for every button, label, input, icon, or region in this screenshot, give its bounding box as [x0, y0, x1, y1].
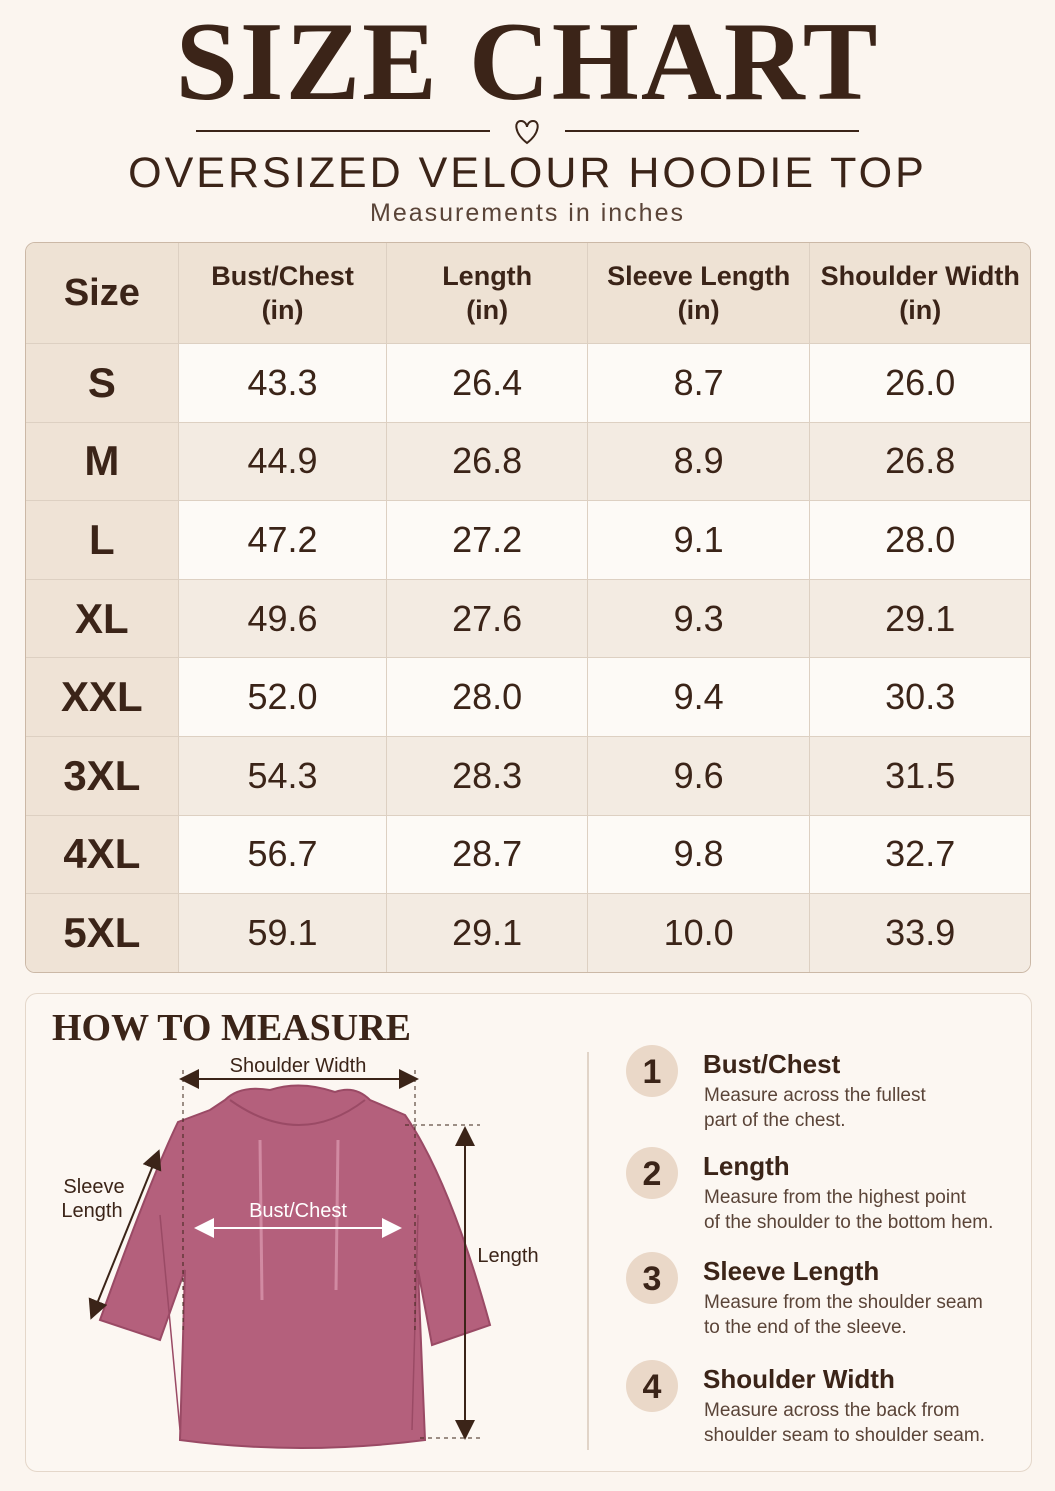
measurement-cell: 54.3: [178, 736, 388, 816]
step-number: 3: [643, 1260, 662, 1298]
section-title: HOW TO MEASURE: [52, 1007, 411, 1049]
column-header: Length (in): [387, 243, 588, 344]
step-title: Shoulder Width: [703, 1364, 895, 1394]
table-row: XXL 52.0 28.0 9.4 30.3: [26, 658, 1030, 737]
measurement-cell: 8.9: [587, 422, 811, 502]
size-cell: 5XL: [26, 894, 179, 972]
step-text: Measure across the back from: [704, 1400, 960, 1421]
measurement-cell: 26.0: [810, 344, 1030, 423]
measurement-cell: 43.3: [178, 344, 388, 423]
measurement-cell: 27.2: [387, 501, 588, 580]
measurement-cell: 27.6: [387, 579, 588, 659]
step-badge: [626, 1360, 678, 1412]
header-text: Size: [63, 272, 140, 314]
measurement-cell: 29.1: [810, 579, 1030, 659]
divider: [196, 119, 859, 145]
table-row: XL 49.6 27.6 9.3 29.1: [26, 579, 1030, 659]
diagram-label: Shoulder Width: [230, 1055, 367, 1077]
step-text: shoulder seam to shoulder seam.: [704, 1425, 985, 1446]
table-row: L 47.2 27.2 9.1 28.0: [26, 501, 1030, 580]
column-header: Shoulder Width (in): [810, 243, 1030, 344]
step-badge: [626, 1252, 678, 1304]
header-text: Sleeve Length: [607, 261, 791, 291]
measurement-cell: 28.0: [810, 501, 1030, 580]
diagram-label: Length: [61, 1200, 122, 1222]
step-badge: [626, 1045, 678, 1097]
table-row: 4XL 56.7 28.7 9.8 32.7: [26, 815, 1030, 895]
step-text: of the shoulder to the bottom hem.: [704, 1212, 993, 1233]
step-badge: [626, 1147, 678, 1199]
measurement-cell: 32.7: [810, 815, 1030, 895]
diagram-label: Length: [477, 1245, 538, 1267]
measurement-cell: 28.3: [387, 736, 588, 816]
measurement-cell: 59.1: [178, 894, 388, 972]
column-header: Bust/Chest (in): [178, 243, 388, 344]
step-title: Sleeve Length: [703, 1256, 879, 1286]
size-cell: M: [26, 422, 179, 502]
column-header: Size: [26, 243, 179, 344]
measurement-cell: 26.8: [387, 422, 588, 502]
header-text: (in): [899, 295, 942, 325]
size-cell: L: [26, 501, 179, 580]
header-text: Length: [442, 261, 533, 291]
step-number: 2: [643, 1155, 662, 1193]
measurement-cell: 9.8: [587, 815, 811, 895]
size-table: Size Bust/Chest (in) Length (in) Sleeve Lengt…: [25, 242, 1031, 973]
step-title: Length: [703, 1151, 790, 1181]
size-cell: XXL: [26, 658, 179, 737]
size-cell: S: [26, 344, 179, 423]
measurement-cell: 9.1: [587, 501, 811, 580]
diagram-label: Sleeve: [63, 1176, 124, 1198]
size-cell: XL: [26, 579, 179, 659]
step-title: Bust/Chest: [703, 1049, 841, 1079]
header-text: (in): [261, 295, 304, 325]
measurement-cell: 30.3: [810, 658, 1030, 737]
measurement-cell: 9.3: [587, 579, 811, 659]
table-row: M 44.9 26.8 8.9 26.8: [26, 422, 1030, 502]
diagram-label: Bust/Chest: [249, 1200, 347, 1222]
table-row: S 43.3 26.4 8.7 26.0: [26, 344, 1030, 423]
table-row: 5XL 59.1 29.1 10.0 33.9: [26, 894, 1030, 972]
title: SIZE CHART: [175, 0, 880, 124]
step-text: part of the chest.: [704, 1110, 846, 1131]
size-cell: 3XL: [26, 736, 179, 816]
measurement-cell: 44.9: [178, 422, 388, 502]
measurement-cell: 9.4: [587, 658, 811, 737]
header-text: Bust/Chest: [211, 261, 354, 291]
step-number: 1: [643, 1053, 662, 1091]
measurement-cell: 26.4: [387, 344, 588, 423]
measurement-cell: 47.2: [178, 501, 388, 580]
subtitle: OVERSIZED VELOUR HOODIE TOP: [128, 149, 927, 197]
measurement-cell: 10.0: [587, 894, 811, 972]
measurement-cell: 28.0: [387, 658, 588, 737]
measurement-cell: 56.7: [178, 815, 388, 895]
measurement-cell: 9.6: [587, 736, 811, 816]
step-number: 4: [643, 1368, 662, 1406]
step-text: to the end of the sleeve.: [704, 1317, 907, 1338]
table-row: 3XL 54.3 28.3 9.6 31.5: [26, 736, 1030, 816]
measurement-cell: 29.1: [387, 894, 588, 972]
step-text: Measure from the shoulder seam: [704, 1292, 983, 1313]
measurement-cell: 33.9: [810, 894, 1030, 972]
header-text: (in): [466, 295, 509, 325]
step-text: Measure across the fullest: [704, 1085, 926, 1106]
header-text: (in): [677, 295, 720, 325]
measurement-cell: 8.7: [587, 344, 811, 423]
hoodie: [98, 1084, 492, 1449]
measurement-cell: 31.5: [810, 736, 1030, 816]
note: Measurements in inches: [370, 199, 685, 227]
measurement-cell: 26.8: [810, 422, 1030, 502]
header-text: Shoulder Width: [820, 261, 1020, 291]
step-text: Measure from the highest point: [704, 1187, 967, 1208]
measurement-cell: 52.0: [178, 658, 388, 737]
column-header: Sleeve Length (in): [587, 243, 811, 344]
size-cell: 4XL: [26, 815, 179, 895]
measurement-cell: 49.6: [178, 579, 388, 659]
measurement-cell: 28.7: [387, 815, 588, 895]
